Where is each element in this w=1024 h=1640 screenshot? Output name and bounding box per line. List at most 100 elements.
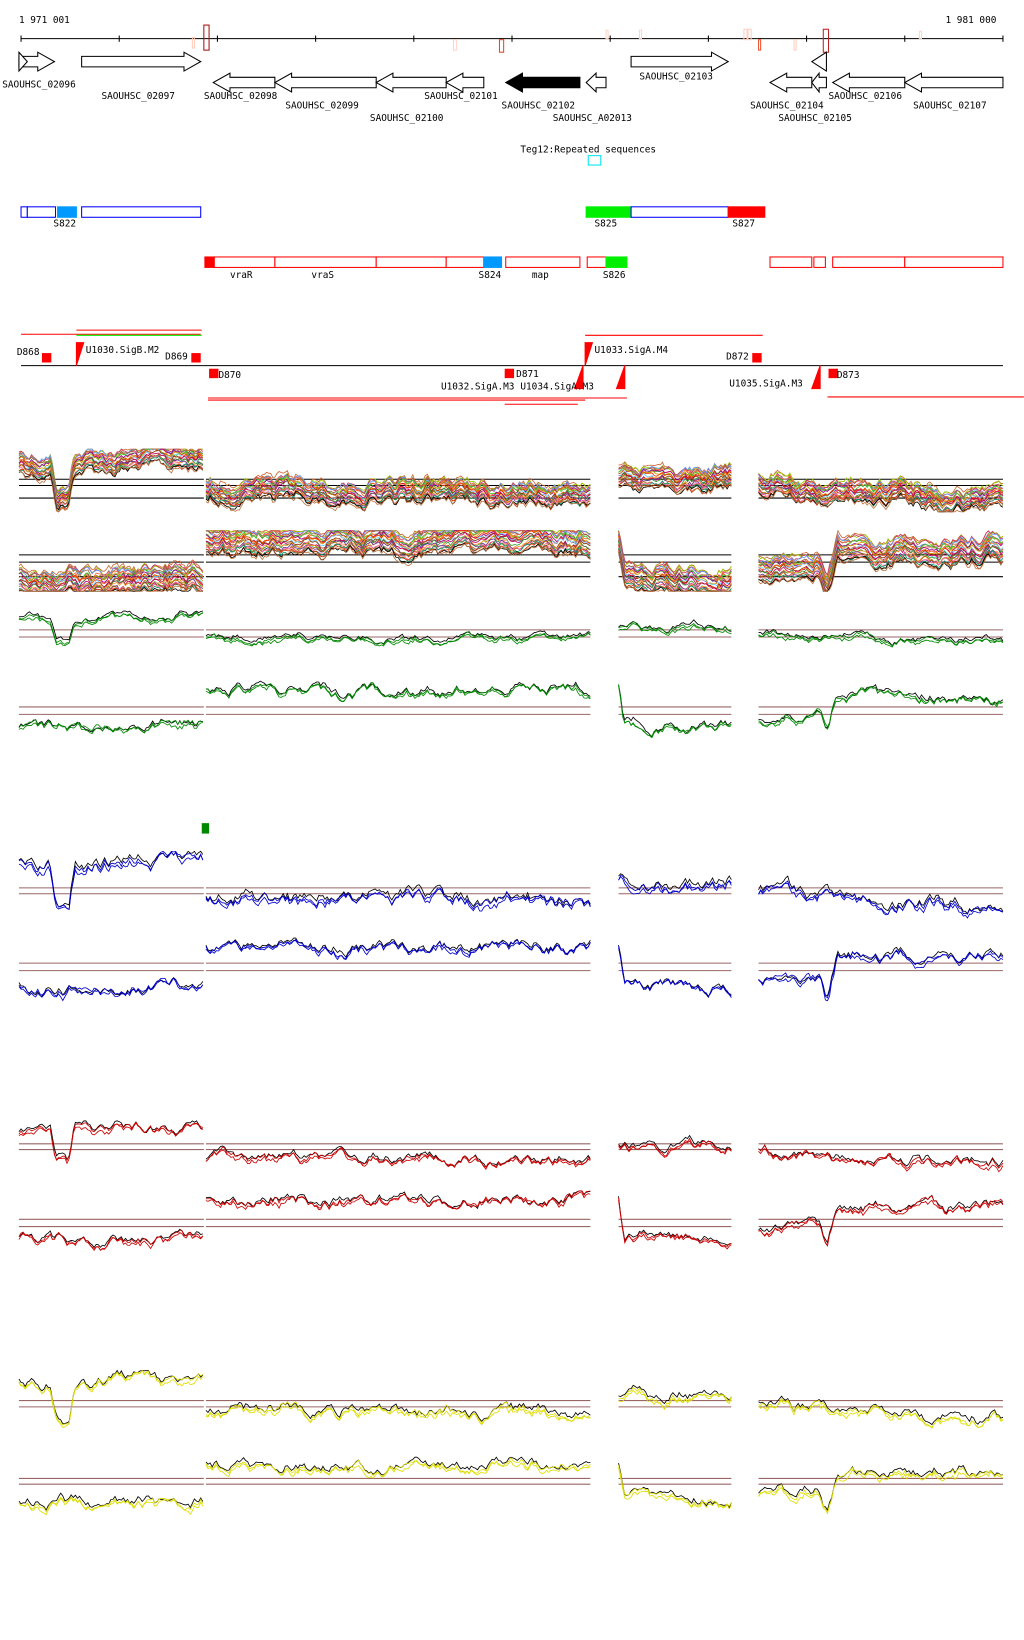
gene-saouhsc_02103[interactable]: SAOUHSC_02103 (630, 51, 730, 82)
red-lower-line (618, 1199, 732, 1247)
yellow-upper-line (205, 1401, 591, 1422)
green-upper-line (618, 619, 732, 633)
segment-label: vraR (230, 270, 253, 281)
forward-arrow-icon (630, 51, 730, 72)
segment-label: S826 (603, 270, 626, 281)
gene-saouhsc_02096[interactable]: SAOUHSC_02096 (2, 50, 76, 91)
multi-sample-lower-line (205, 538, 591, 558)
gene-saouhsc_02105[interactable]: SAOUHSC_02105 (778, 51, 852, 124)
gene-saouhsc_02097[interactable]: SAOUHSC_02097 (81, 51, 202, 102)
blue-upper-line (758, 875, 1004, 915)
gene-saouhsc_02107[interactable]: SAOUHSC_02107 (903, 72, 1004, 112)
red-lower-line (758, 1195, 1004, 1247)
segment-box[interactable] (375, 256, 447, 268)
segment-box[interactable] (832, 256, 906, 268)
gene-label: SAOUHSC_02105 (778, 113, 851, 124)
gene-saouhsc_02104[interactable]: SAOUHSC_02104 (750, 72, 824, 112)
segment-box[interactable] (20, 206, 28, 218)
segment-box[interactable] (445, 256, 485, 268)
variant-mark[interactable] (757, 39, 762, 51)
segment-box[interactable] (904, 256, 1004, 268)
segment-box[interactable] (274, 256, 377, 268)
multi-sample-upper-line (758, 489, 1003, 513)
gene-track: SAOUHSC_02096 SAOUHSC_02097 SAOUHSC_02098 S… (2, 50, 1004, 124)
segment-box[interactable] (204, 256, 215, 268)
promoter-label: D868 (17, 347, 40, 358)
segment-box[interactable] (813, 256, 826, 268)
segment-box[interactable] (81, 206, 202, 218)
gene-saouhsc_02100[interactable]: SAOUHSC_02100 (370, 72, 447, 124)
blue-lower-line (205, 937, 591, 958)
promoter-flag-icon[interactable] (573, 365, 584, 390)
red-upper-line (618, 1134, 732, 1154)
reverse-arrow-icon (585, 71, 607, 94)
promoter-flag-icon[interactable] (615, 365, 626, 390)
promoter-track: D868 D869 D870 D871 D872 D873 U1030.SigB.M2 U10… (17, 329, 1024, 405)
terminator-box[interactable] (828, 368, 838, 379)
blue-lower-line (18, 977, 204, 1002)
variant-mark[interactable] (747, 28, 752, 41)
gene-saouhsc_02101[interactable]: SAOUHSC_02101 (424, 72, 498, 102)
segment-box[interactable] (483, 256, 503, 268)
promoter-flag-icon[interactable] (75, 342, 85, 366)
red-upper-line (205, 1147, 591, 1170)
variant-mark[interactable] (605, 29, 609, 40)
gene-saouhsc_02102[interactable]: SAOUHSC_02102 (502, 72, 581, 112)
gene-saouhsc_02098[interactable]: SAOUHSC_02098 (204, 72, 278, 102)
green-lower-line (205, 680, 591, 699)
multi-sample-upper-line (758, 475, 1003, 503)
segment-box[interactable] (213, 256, 276, 268)
segment-box[interactable] (57, 206, 77, 218)
segment-label: map (532, 270, 549, 281)
green-lower-line (618, 684, 732, 738)
variant-mark[interactable] (822, 28, 830, 53)
multi-sample-upper-line (205, 487, 591, 511)
marker-square[interactable] (201, 823, 210, 834)
variant-mark[interactable] (452, 39, 458, 51)
gene-saouhsc_a02013[interactable]: SAOUHSC_A02013 (553, 71, 632, 124)
gene-label: SAOUHSC_02100 (370, 113, 444, 124)
yellow-upper-line (205, 1401, 591, 1426)
terminator-box[interactable] (191, 353, 201, 363)
multi-sample-lower-line (618, 535, 732, 585)
variant-mark[interactable] (203, 24, 210, 51)
variant-mark[interactable] (191, 37, 195, 49)
green-upper-line (205, 632, 591, 647)
green-upper-line (758, 629, 1004, 647)
variant-mark[interactable] (498, 39, 505, 53)
multi-sample-lower-line (618, 530, 732, 581)
gene-saouhsc_02106[interactable]: SAOUHSC_02106 (829, 72, 906, 102)
terminator-box[interactable] (504, 368, 515, 379)
variant-mark[interactable] (638, 29, 643, 40)
segment-label: vraS (311, 270, 334, 281)
segment-box[interactable] (586, 256, 607, 268)
multi-sample-lower-line (618, 551, 732, 592)
yellow-lower-line (618, 1462, 732, 1509)
blue-lower-line (205, 939, 591, 961)
terminator-box[interactable] (209, 368, 219, 379)
segment-box[interactable] (727, 206, 766, 218)
repeat-track: Teg12:Repeated sequences (520, 145, 656, 166)
segment-box[interactable] (769, 256, 813, 268)
terminator-box[interactable] (41, 353, 52, 363)
segment-box[interactable] (605, 256, 628, 268)
segment-box[interactable] (630, 206, 729, 218)
multi-sample-upper-line (205, 493, 591, 512)
variant-mark[interactable] (743, 28, 748, 41)
promoter-flag-icon[interactable] (584, 342, 594, 366)
green-lower-line (18, 720, 203, 735)
segment-box[interactable] (585, 206, 632, 218)
variant-mark[interactable] (793, 39, 797, 51)
segment-box[interactable] (26, 206, 57, 218)
gene-saouhsc_02099[interactable]: SAOUHSC_02099 (273, 72, 377, 112)
yellow-upper-line (18, 1369, 204, 1428)
gene-label: SAOUHSC_02096 (2, 80, 76, 91)
variant-mark[interactable] (918, 30, 922, 40)
promoter-flag-icon[interactable] (811, 365, 821, 390)
green-lower-line (758, 685, 1004, 730)
repeat-box[interactable] (587, 155, 602, 166)
gene-label: SAOUHSC_A02013 (553, 113, 632, 124)
segment-box[interactable] (505, 256, 581, 268)
terminator-box[interactable] (752, 353, 762, 363)
